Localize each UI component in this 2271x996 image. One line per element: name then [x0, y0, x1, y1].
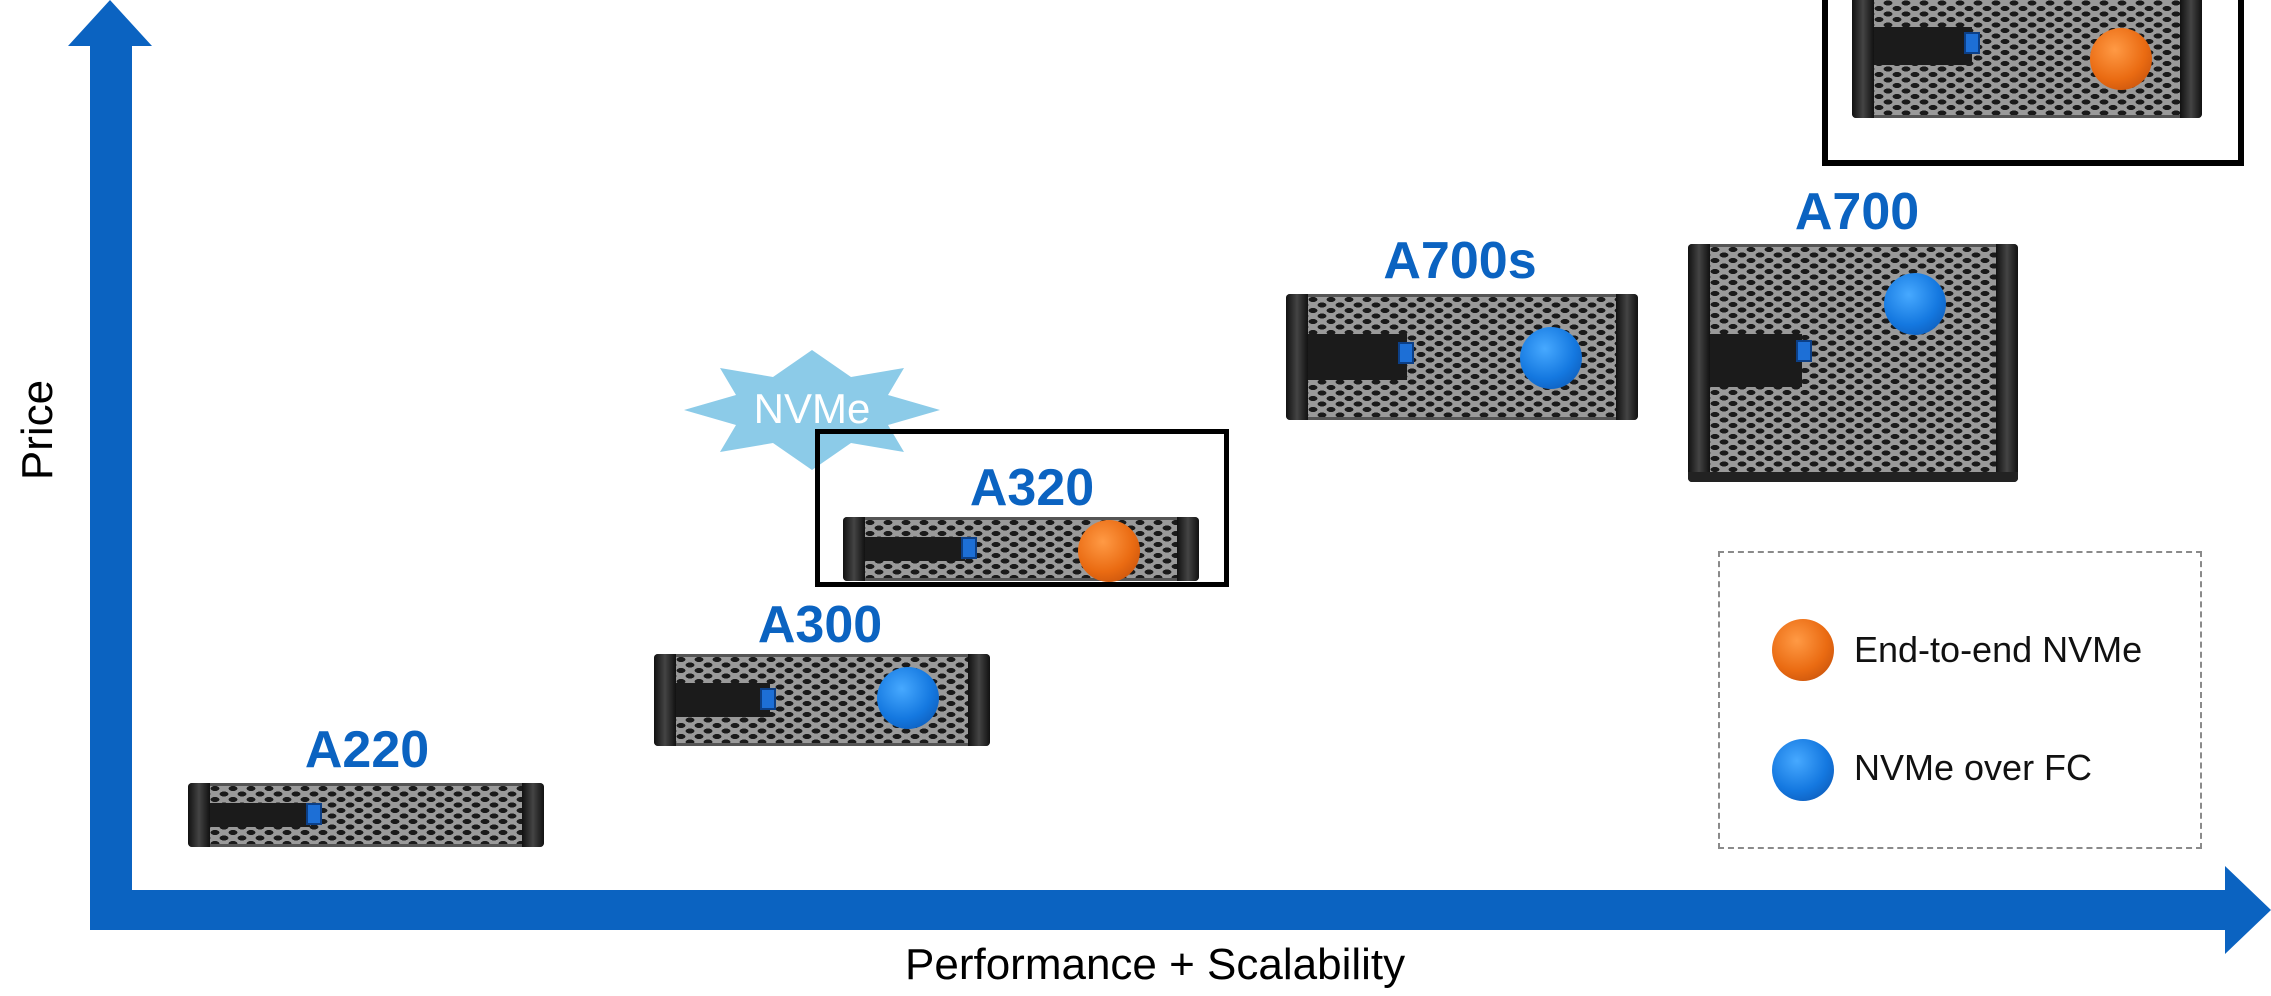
legend: End-to-end NVMe NVMe over FC: [1718, 551, 2202, 849]
indicator-dot-a320: [1078, 520, 1140, 582]
legend-blue-dot: [1772, 739, 1834, 801]
model-label-a700s: A700s: [1383, 231, 1536, 291]
model-image-a700: [1688, 244, 2018, 482]
y-axis-label: Price: [13, 370, 63, 490]
model-image-a700s: [1286, 294, 1638, 420]
indicator-dot-a700s: [1520, 327, 1582, 389]
nvme-callout-text: NVMe: [745, 385, 879, 433]
indicator-dot-a300: [877, 667, 939, 729]
model-label-a320: A320: [970, 458, 1094, 518]
model-image-a300: [654, 654, 990, 746]
model-image-a220: [188, 783, 544, 847]
model-label-a220: A220: [305, 720, 429, 780]
indicator-dot-a700: [1884, 273, 1946, 335]
indicator-dot-top-model: [2090, 28, 2152, 90]
model-image-a320: [843, 517, 1199, 581]
model-label-a700: A700: [1795, 182, 1919, 242]
legend-label-end-to-end: End-to-end NVMe: [1854, 629, 2142, 671]
y-axis-arrow: [68, 0, 152, 922]
legend-orange-dot: [1772, 619, 1834, 681]
x-axis-label: Performance + Scalability: [905, 940, 1405, 990]
model-label-a300: A300: [758, 595, 882, 655]
legend-label-over-fc: NVMe over FC: [1854, 747, 2092, 789]
